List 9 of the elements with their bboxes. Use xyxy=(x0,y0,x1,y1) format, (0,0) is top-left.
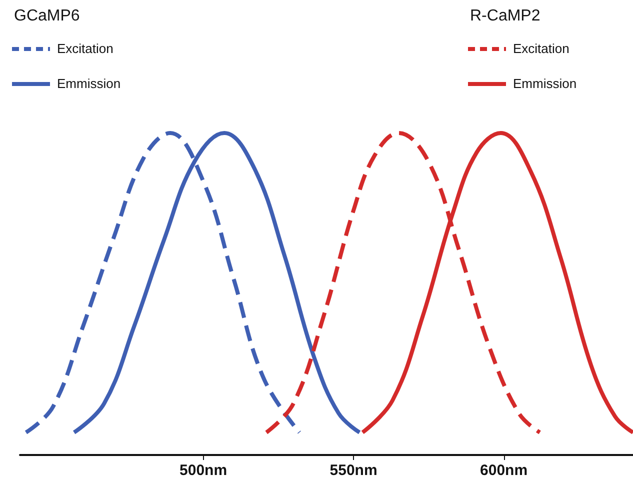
x-tick-label: 500nm xyxy=(180,462,228,479)
x-tick-label: 600nm xyxy=(480,462,528,479)
text: R-CaMP2 xyxy=(470,8,540,24)
x-tick-label: 550nm xyxy=(330,462,378,479)
legend-label: Excitation xyxy=(513,41,570,56)
text: GCaMP6 xyxy=(14,8,80,24)
legend-label: Emmission xyxy=(513,76,577,91)
legend-label: Emmission xyxy=(57,76,121,91)
legend-label: Excitation xyxy=(57,41,114,56)
